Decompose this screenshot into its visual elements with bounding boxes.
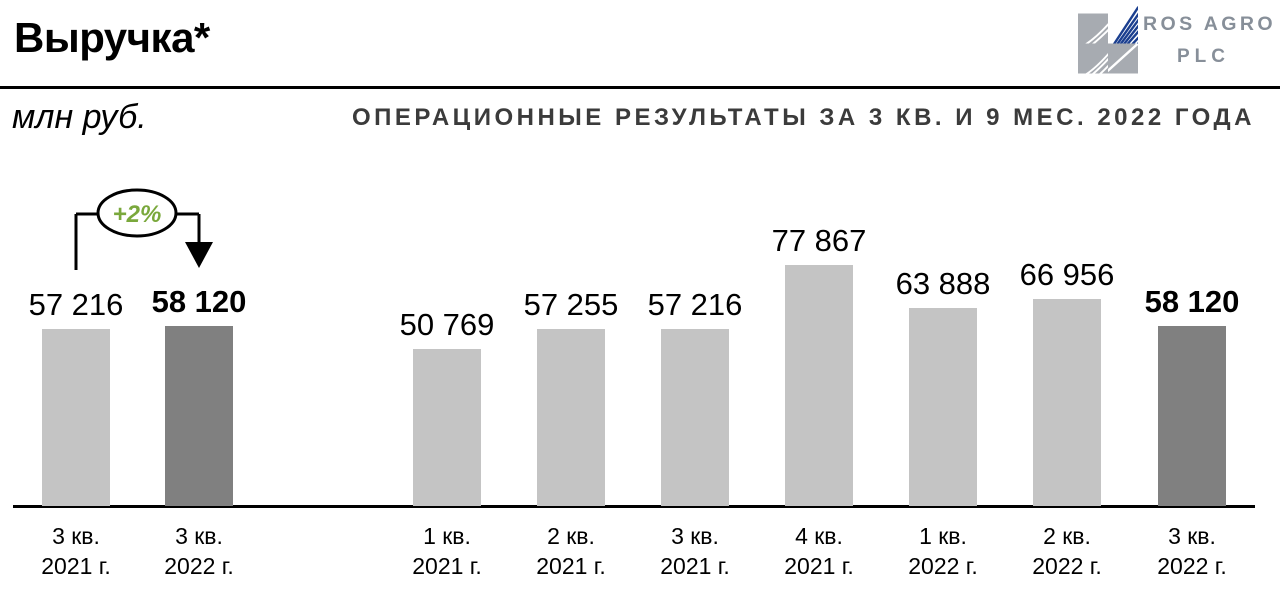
svg-text:+2%: +2% bbox=[113, 201, 162, 228]
